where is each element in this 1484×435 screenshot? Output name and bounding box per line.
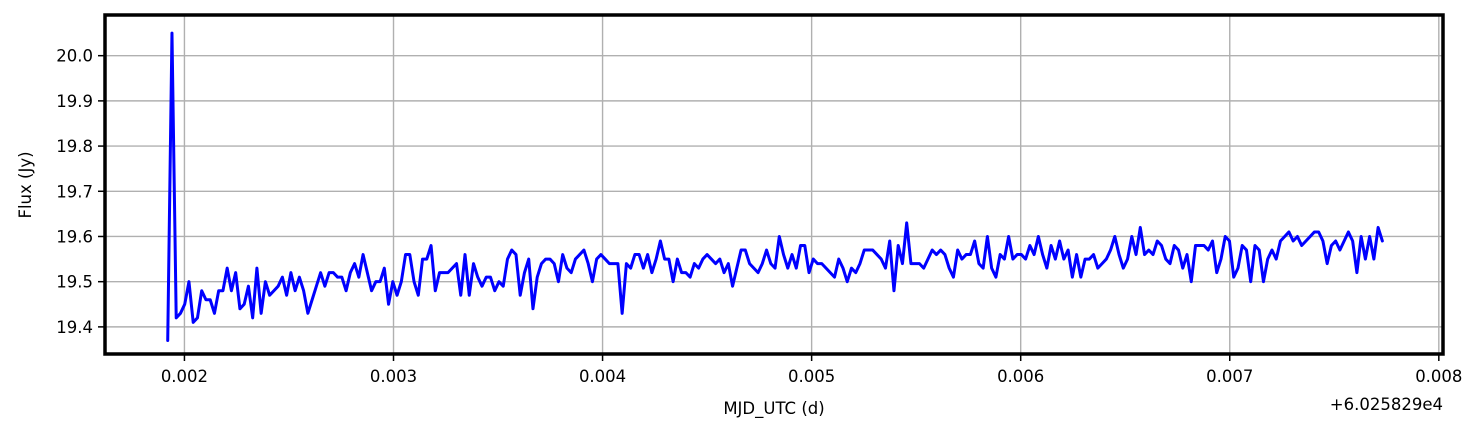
y-tick-label: 19.7 — [56, 182, 93, 201]
x-tick-label: 0.003 — [370, 367, 417, 386]
y-tick-label: 19.9 — [56, 92, 93, 111]
x-tick-label: 0.002 — [161, 367, 208, 386]
x-tick-label: 0.007 — [1206, 367, 1253, 386]
y-tick-label: 19.6 — [56, 227, 93, 246]
y-tick-label: 20.0 — [56, 47, 93, 66]
y-axis-label: Flux (Jy) — [16, 151, 35, 218]
x-tick-label: 0.006 — [997, 367, 1044, 386]
grid — [105, 15, 1443, 354]
y-axis: 19.4 19.5 19.6 19.7 19.8 19.9 20.0 — [56, 47, 105, 337]
y-tick-label: 19.4 — [56, 318, 93, 337]
x-axis-label: MJD_UTC (d) — [723, 399, 824, 419]
x-tick-label: 0.004 — [579, 367, 626, 386]
y-tick-label: 19.5 — [56, 273, 93, 292]
flux-series-line — [166, 31, 1384, 342]
x-tick-label: 0.008 — [1415, 367, 1462, 386]
x-offset-label: +6.025829e4 — [1330, 395, 1443, 414]
series-layer — [166, 31, 1384, 342]
x-tick-label: 0.005 — [788, 367, 835, 386]
x-axis: 0.002 0.003 0.004 0.005 0.006 0.007 0.008 — [161, 354, 1462, 386]
y-tick-label: 19.8 — [56, 137, 93, 156]
plot-frame — [103, 13, 1445, 356]
